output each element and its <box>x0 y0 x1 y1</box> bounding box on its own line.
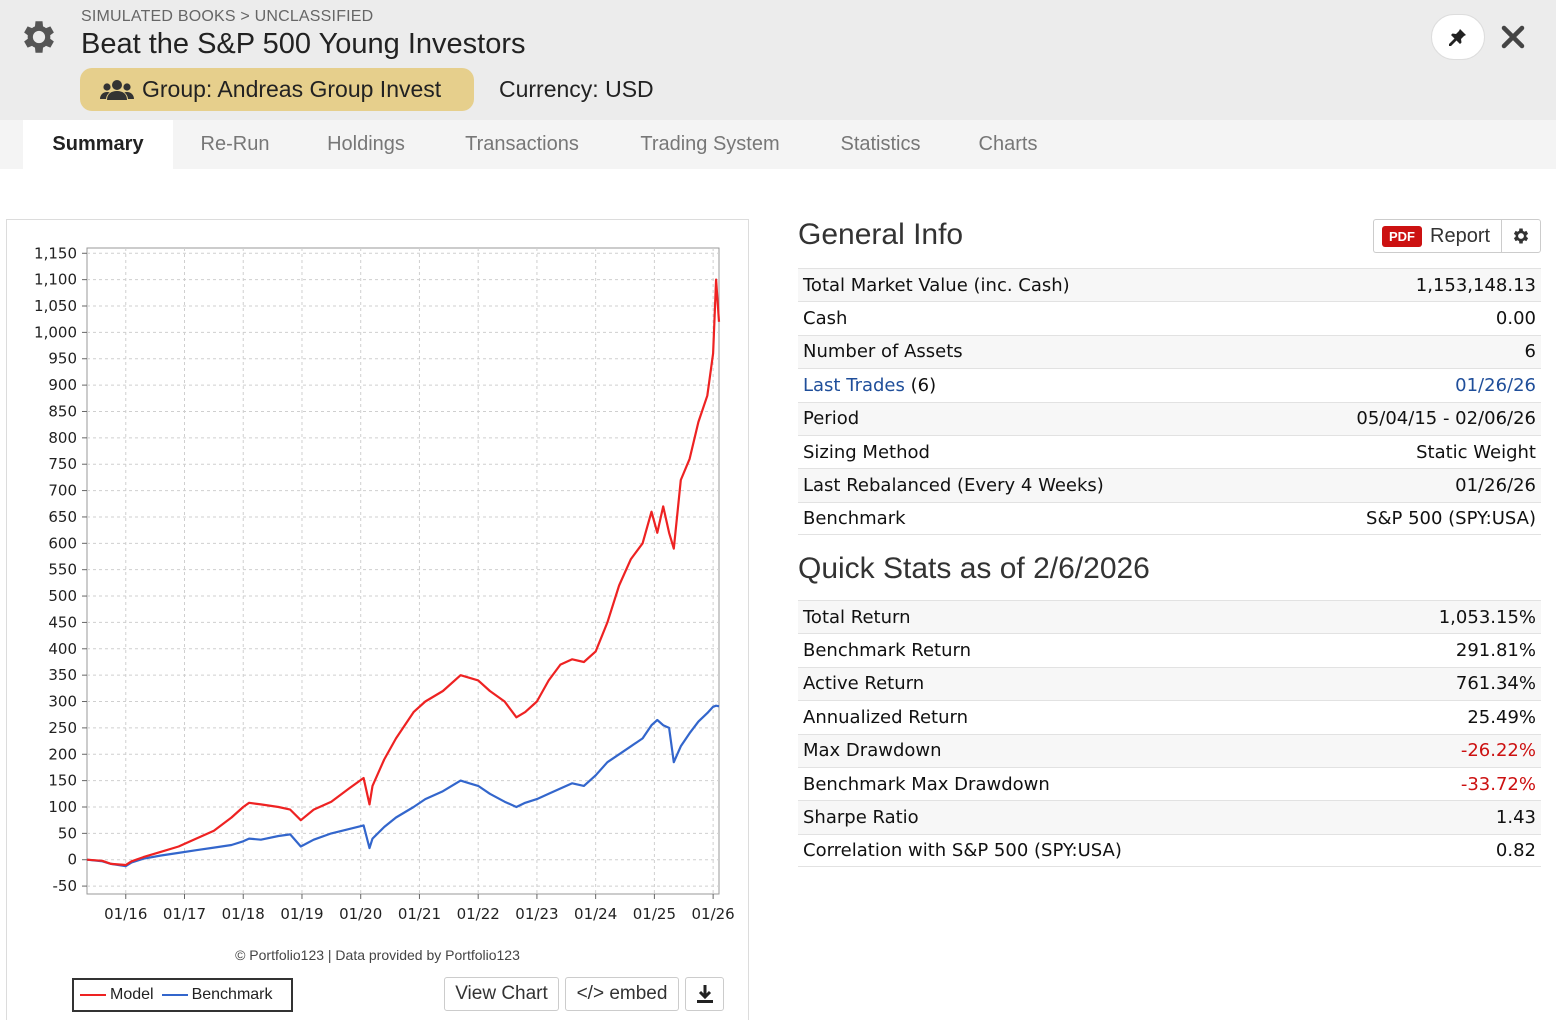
performance-chart-card: 1,150 1,100 1,050 1,000 950 900 850 800 750 700 65… <box>6 219 749 1020</box>
table-row: Benchmark S&P 500 (SPY:USA) <box>798 501 1541 536</box>
x-tick-label: 01/17 <box>163 905 206 923</box>
x-tick-label: 01/19 <box>280 905 323 923</box>
y-tick-label: 700 <box>48 482 77 500</box>
download-icon <box>696 985 713 1003</box>
table-row: Period 05/04/15 - 02/06/26 <box>798 401 1541 435</box>
header: SIMULATED BOOKS > UNCLASSIFIED Beat the … <box>0 0 1556 120</box>
table-row: Active Return 761.34% <box>798 666 1541 701</box>
y-tick-label: 850 <box>48 402 77 420</box>
pin-button[interactable] <box>1431 14 1485 60</box>
report-label: Report <box>1430 224 1491 247</box>
last-trades-date-link[interactable]: 01/26/26 <box>1455 374 1536 396</box>
x-tick-label: 01/26 <box>692 905 735 923</box>
y-tick-label: 750 <box>48 455 77 473</box>
table-row: Benchmark Return 291.81% <box>798 633 1541 666</box>
tab-transactions[interactable]: Transactions <box>465 133 579 155</box>
legend-benchmark-label: Benchmark <box>191 986 273 1003</box>
chart-credit: © Portfolio123 | Data provided by Portfo… <box>235 947 520 963</box>
x-tick-label: 01/20 <box>339 905 382 923</box>
table-row: Sharpe Ratio 1.43 <box>798 800 1541 834</box>
gear-icon[interactable] <box>18 16 60 58</box>
quick-stats-table: Total Return 1,053.15% Benchmark Return 29… <box>798 600 1541 868</box>
tab-re-run[interactable]: Re-Run <box>200 133 270 155</box>
last-trades-link[interactable]: Last Trades <box>803 374 905 396</box>
tab-holdings[interactable]: Holdings <box>327 133 405 155</box>
table-row: Total Market Value (inc. Cash) 1,153,148.… <box>798 268 1541 302</box>
y-tick-label: 1,050 <box>34 297 77 315</box>
x-tick-label: 01/21 <box>398 905 441 923</box>
users-icon <box>100 79 134 100</box>
table-row: Last Rebalanced (Every 4 Weeks) 01/26/26 <box>798 468 1541 502</box>
table-row: Sizing Method Static Weight <box>798 434 1541 468</box>
y-tick-label: 400 <box>48 640 77 658</box>
y-tick-label: 200 <box>48 745 77 763</box>
general-info-table: Total Market Value (inc. Cash) 1,153,148.… <box>798 268 1541 536</box>
table-row: Max Drawdown -26.22% <box>798 733 1541 767</box>
table-row: Correlation with S&P 500 (SPY:USA) 0.82 <box>798 833 1541 868</box>
table-row: Benchmark Max Drawdown -33.72% <box>798 766 1541 800</box>
x-tick-label: 01/22 <box>457 905 500 923</box>
y-tick-label: 550 <box>48 561 77 579</box>
table-row: Number of Assets 6 <box>798 334 1541 369</box>
table-row: Annualized Return 25.49% <box>798 700 1541 733</box>
y-tick-label: 500 <box>48 587 77 605</box>
close-button[interactable] <box>1498 22 1528 52</box>
group-label: Group: Andreas Group Invest <box>142 76 442 102</box>
x-tick-label: 01/24 <box>574 905 617 923</box>
y-tick-label: 950 <box>48 350 77 368</box>
tab-bar: Summary Re-Run Holdings Transactions Tra… <box>0 120 1556 169</box>
x-tick-label: 01/23 <box>515 905 558 923</box>
y-tick-label: 350 <box>48 666 77 684</box>
download-button[interactable] <box>685 977 724 1011</box>
y-tick-label: 600 <box>48 534 77 552</box>
tab-statistics[interactable]: Statistics <box>840 133 921 155</box>
page-title: Beat the S&P 500 Young Investors <box>81 28 526 60</box>
pin-icon <box>1449 29 1466 46</box>
quick-stats-title: Quick Stats as of 2/6/2026 <box>798 552 1150 585</box>
report-settings-button[interactable] <box>1501 219 1541 253</box>
y-tick-label: -50 <box>53 877 78 895</box>
embed-button[interactable]: </> embed <box>565 977 679 1011</box>
y-tick-label: 450 <box>48 613 77 631</box>
tab-trading-system[interactable]: Trading System <box>640 133 780 155</box>
tab-charts[interactable]: Charts <box>978 133 1038 155</box>
y-tick-label: 250 <box>48 719 77 737</box>
y-tick-label: 900 <box>48 376 77 394</box>
table-row: Last Trades (6) 01/26/26 <box>798 368 1541 401</box>
benchmark-series-line <box>86 704 720 868</box>
y-tick-label: 1,150 <box>34 244 77 262</box>
x-tick-label: 01/18 <box>222 905 265 923</box>
view-chart-button[interactable]: View Chart <box>444 977 559 1011</box>
legend-model-swatch <box>80 994 106 996</box>
table-row: Total Return 1,053.15% <box>798 600 1541 634</box>
y-tick-label: 1,000 <box>34 323 77 341</box>
y-tick-label: 800 <box>48 429 77 447</box>
y-tick-label: 100 <box>48 798 77 816</box>
group-badge[interactable]: Group: Andreas Group Invest <box>80 68 474 111</box>
performance-chart: 1,150 1,100 1,050 1,000 950 900 850 800 750 700 65… <box>34 244 735 923</box>
close-icon <box>1501 25 1525 49</box>
y-tick-label: 50 <box>58 824 77 842</box>
y-tick-label: 150 <box>48 772 77 790</box>
legend-model-label: Model <box>110 986 154 1003</box>
table-row: Cash 0.00 <box>798 301 1541 334</box>
model-series-line <box>86 278 721 867</box>
y-tick-label: 1,100 <box>34 271 77 289</box>
x-tick-label: 01/25 <box>633 905 676 923</box>
general-info-title: General Info <box>798 218 964 251</box>
chart-legend: Model Benchmark <box>72 978 293 1012</box>
y-tick-label: 650 <box>48 508 77 526</box>
breadcrumb[interactable]: SIMULATED BOOKS > UNCLASSIFIED <box>81 8 374 25</box>
tab-summary[interactable]: Summary <box>23 120 173 169</box>
gear-icon <box>1513 228 1529 244</box>
plot-area <box>86 247 720 895</box>
pdf-report-button[interactable]: PDF Report <box>1373 219 1501 253</box>
legend-benchmark-swatch <box>161 994 188 996</box>
y-tick-label: 300 <box>48 693 77 711</box>
y-tick-label: 0 <box>67 851 77 869</box>
currency-label: Currency: USD <box>499 76 654 102</box>
x-tick-label: 01/16 <box>104 905 147 923</box>
pdf-badge: PDF <box>1382 225 1422 247</box>
